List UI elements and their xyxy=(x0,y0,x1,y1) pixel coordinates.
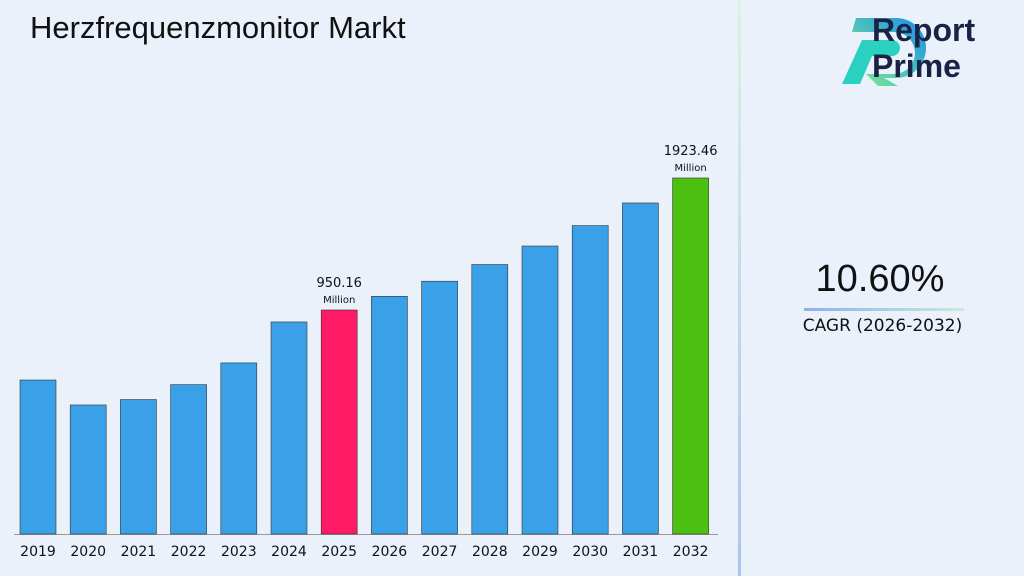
cagr-underline xyxy=(804,308,964,311)
bar-2031 xyxy=(622,202,659,535)
x-tick-label: 2019 xyxy=(20,544,56,560)
bar-2027 xyxy=(421,280,458,535)
x-tick-label: 2023 xyxy=(221,544,257,560)
brand-line2: Prime xyxy=(872,48,961,84)
bar-2022 xyxy=(170,384,207,535)
bar-2019 xyxy=(19,379,57,535)
bar-2020 xyxy=(69,404,107,535)
bar-2030 xyxy=(571,225,609,535)
data-label-unit: Million xyxy=(323,295,355,306)
bar-2028 xyxy=(471,264,509,535)
x-tick-label: 2028 xyxy=(472,544,508,560)
bar-chart: 2019 2020 2021 2022 2023 2024 2025 950.16 Millio… xyxy=(14,144,718,560)
x-tick-label: 2027 xyxy=(422,544,458,560)
bar-2029 xyxy=(521,245,559,535)
x-tick-label: 2020 xyxy=(70,544,106,560)
chart-title: Herzfrequenzmonitor Markt xyxy=(30,10,406,45)
brand-name: Report Prime xyxy=(872,12,975,84)
x-tick-label: 2025 xyxy=(321,544,357,560)
x-tick-label: 2022 xyxy=(171,544,207,560)
x-tick-label: 2032 xyxy=(673,544,709,560)
x-tick-label: 2024 xyxy=(271,544,307,560)
x-tick-label: 2021 xyxy=(121,544,157,560)
bar-2023 xyxy=(220,362,258,535)
x-tick-label: 2029 xyxy=(522,544,558,560)
bar-2026 xyxy=(371,296,408,535)
report-prime-logo-icon xyxy=(842,18,926,86)
data-label-unit: Million xyxy=(674,163,706,174)
cagr-label: CAGR (2026-2032) xyxy=(802,316,963,336)
bar-2025 xyxy=(320,309,358,535)
cagr-value: 10.60% xyxy=(815,258,945,300)
data-label-value: 1923.46 xyxy=(664,144,718,159)
x-tick-label: 2026 xyxy=(372,544,408,560)
x-tick-label: 2030 xyxy=(572,544,608,560)
bar-2024 xyxy=(270,321,308,535)
brand-line1: Report xyxy=(872,12,976,48)
bar-2032 xyxy=(672,177,709,535)
x-tick-label: 2031 xyxy=(623,544,659,560)
data-label-value: 950.16 xyxy=(316,276,362,291)
divider xyxy=(738,0,741,576)
bar-2021 xyxy=(120,399,157,535)
